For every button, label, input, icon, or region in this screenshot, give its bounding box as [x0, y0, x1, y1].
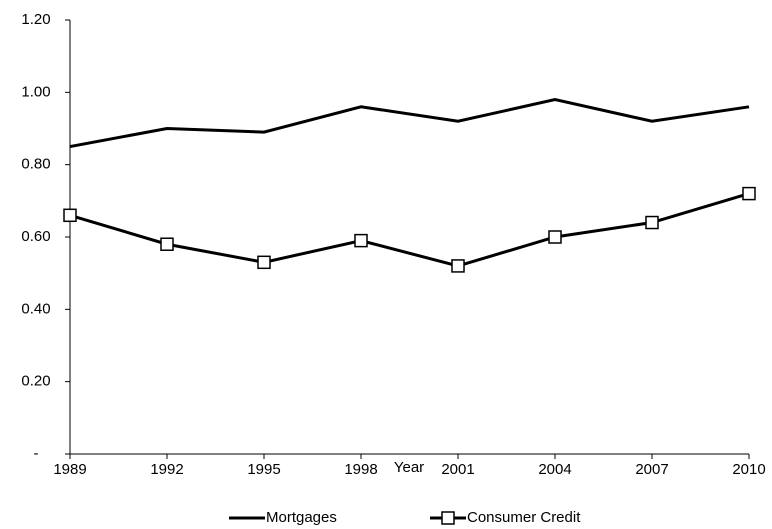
x-tick-label: 1998 [344, 461, 377, 478]
y-tick-label: 0.60 [21, 228, 50, 245]
marker [451, 259, 465, 273]
marker [742, 186, 756, 201]
y-tick-label: 0.80 [21, 156, 50, 173]
x-axis-label: Year [394, 459, 424, 476]
legend-label: Mortgages [266, 509, 337, 526]
x-tick-label: 2004 [538, 461, 571, 478]
marker [548, 230, 562, 244]
marker [63, 208, 77, 223]
y-tick-label: 1.00 [21, 83, 50, 100]
marker [645, 215, 659, 230]
legend-marker [441, 511, 455, 525]
series-line [69, 192, 750, 268]
legend-label: Consumer Credit [467, 509, 581, 526]
x-tick-label: 2007 [635, 461, 668, 478]
y-tick-label: - [34, 445, 39, 462]
marker [257, 255, 271, 270]
x-tick-label: 1989 [53, 461, 86, 478]
y-tick-label: 0.40 [21, 300, 50, 317]
y-tick-label: 1.20 [21, 11, 50, 28]
x-tick-label: 1995 [247, 461, 280, 478]
marker [160, 237, 174, 251]
series-line [69, 98, 750, 149]
x-tick-label: 2010 [732, 461, 765, 478]
marker [354, 233, 368, 248]
y-tick-label: 0.20 [21, 373, 50, 390]
x-tick-label: 2001 [441, 461, 474, 478]
x-tick-label: 1992 [150, 461, 183, 478]
